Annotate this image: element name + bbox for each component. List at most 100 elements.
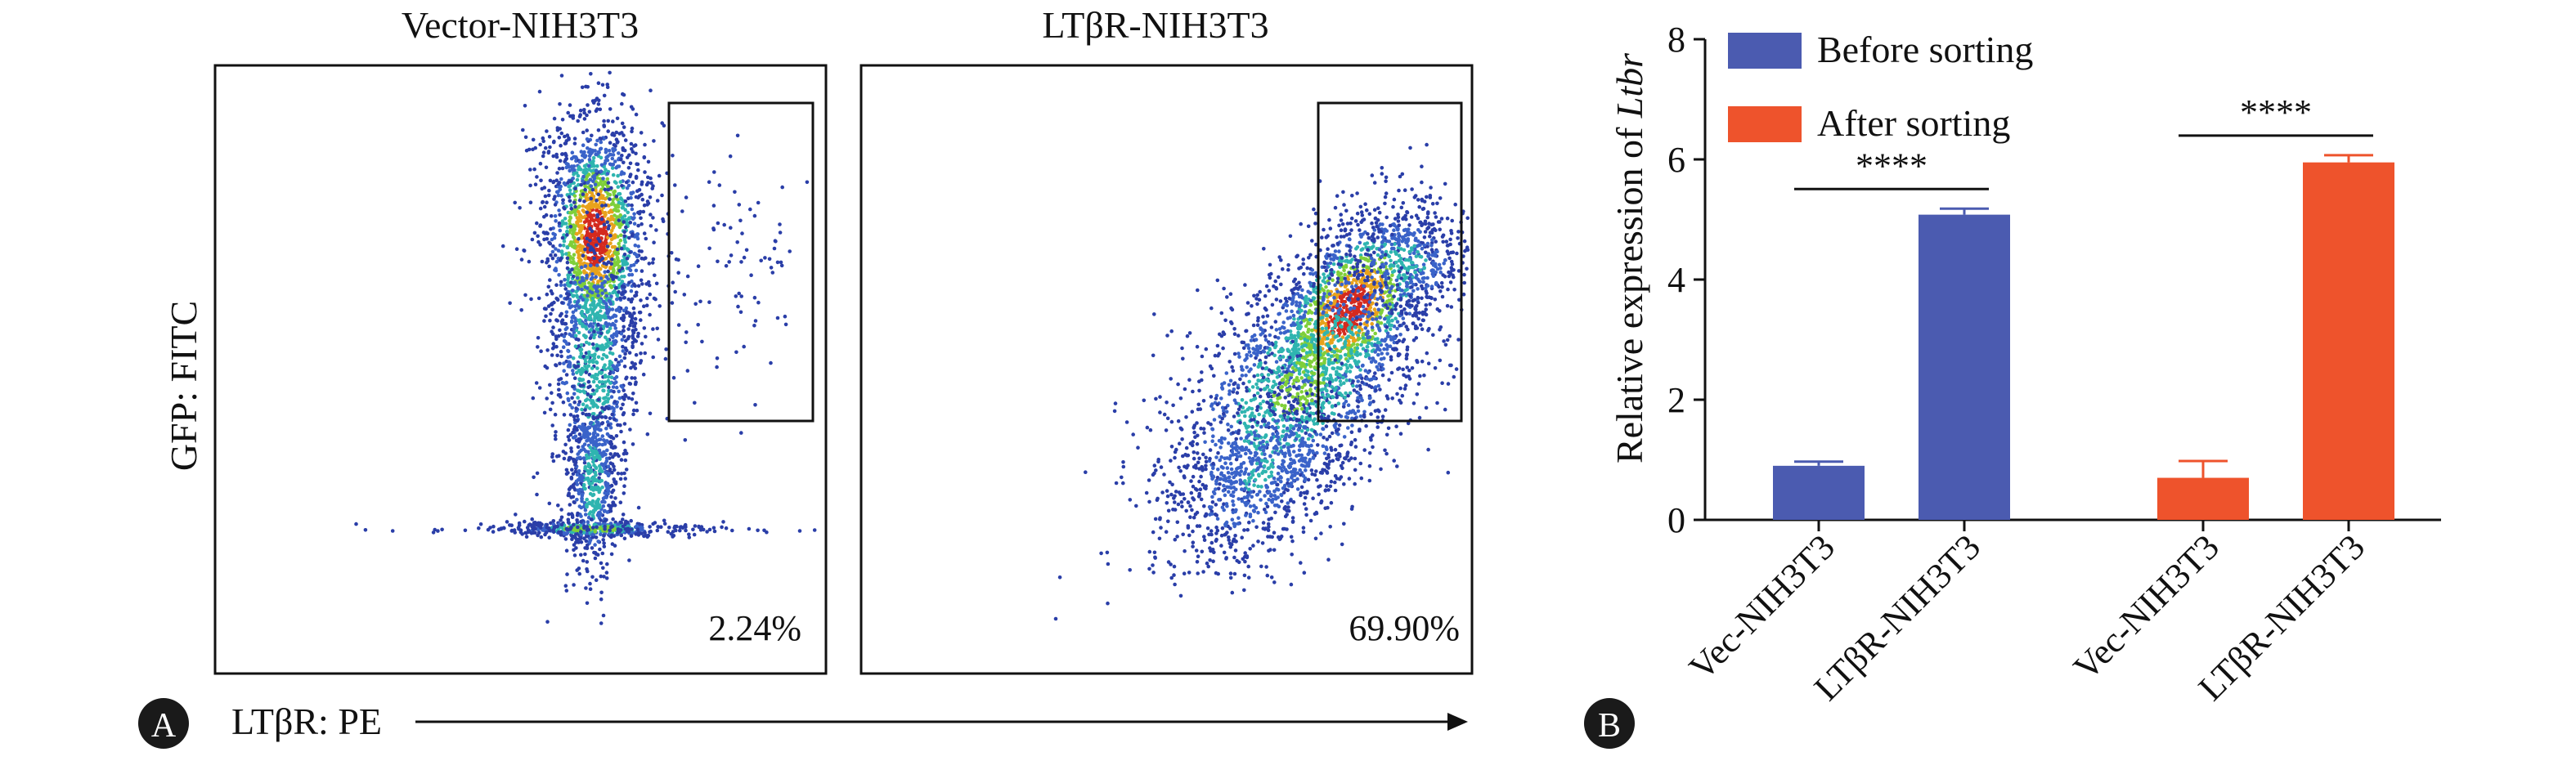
scatter-dot	[600, 499, 604, 504]
scatter-dot	[797, 529, 802, 533]
scatter-dot	[573, 434, 578, 439]
scatter-dot	[1359, 210, 1364, 214]
scatter-dot	[572, 459, 577, 463]
scatter-dot	[565, 233, 569, 237]
scatter-dot	[540, 522, 544, 526]
scatter-dot	[577, 159, 582, 164]
scatter-dot	[536, 336, 541, 340]
scatter-dot	[550, 401, 554, 405]
scatter-dot	[1358, 228, 1362, 232]
scatter-dot	[602, 544, 607, 548]
scatter-dot	[539, 535, 544, 539]
scatter-dot	[656, 338, 661, 342]
scatter-dot	[605, 177, 610, 181]
scatter-dot	[812, 528, 817, 532]
scatter-dot	[568, 283, 572, 288]
scatter-dot	[569, 320, 574, 325]
scatter-dot	[653, 273, 657, 278]
scatter-dot	[599, 621, 604, 625]
scatter-dot	[477, 526, 481, 530]
scatter-dot	[582, 199, 586, 204]
scatter-dot	[553, 433, 558, 438]
scatter-dot	[1343, 293, 1347, 297]
scatter-dot	[581, 445, 585, 449]
scatter-dot	[478, 522, 483, 526]
scatter-dot	[572, 141, 577, 145]
scatter-dot	[623, 208, 627, 212]
scatter-dot	[573, 469, 578, 474]
scatter-dot	[1383, 195, 1388, 199]
scatter-dot	[608, 347, 613, 351]
scatter-dot	[584, 413, 589, 417]
scatter-dot	[1273, 334, 1277, 339]
scatter-dot	[602, 325, 606, 329]
scatter-dot	[570, 396, 574, 401]
scatter-dot	[628, 221, 633, 225]
scatter-dot	[1304, 324, 1308, 329]
scatter-dot	[581, 482, 586, 487]
scatter-dot	[711, 226, 716, 231]
scatter-dot	[753, 403, 757, 407]
scatter-dot	[599, 273, 603, 278]
scatter-dot	[1428, 231, 1433, 235]
scatter-dot	[1405, 210, 1410, 215]
scatter-dot	[613, 503, 617, 508]
scatter-dot	[607, 486, 611, 490]
scatter-dot	[612, 269, 616, 273]
scatter-dot	[1301, 403, 1306, 407]
scatter-dot	[644, 303, 649, 308]
scatter-dot	[756, 300, 761, 305]
scatter-dot	[1429, 186, 1433, 190]
scatter-dot	[619, 157, 623, 162]
scatter-dot	[559, 533, 563, 537]
scatter-dot	[599, 331, 604, 336]
scatter-dot	[626, 297, 631, 302]
scatter-dot	[600, 83, 605, 87]
scatter-dot	[618, 180, 623, 184]
scatter-dot	[683, 438, 688, 442]
scatter-dot	[599, 415, 604, 419]
scatter-dot	[575, 370, 579, 375]
scatter-dot	[626, 337, 631, 341]
scatter-dot	[572, 168, 577, 172]
scatter-dot	[591, 346, 596, 350]
scatter-dot	[590, 308, 595, 313]
scatter-dot	[549, 253, 553, 257]
scatter-dot	[572, 235, 576, 239]
scatter-dot	[560, 118, 565, 122]
scatter-dot	[696, 264, 701, 269]
scatter-dot	[572, 428, 577, 432]
scatter-dot	[543, 145, 548, 150]
scatter-dot	[617, 362, 622, 367]
scatter-dot	[620, 121, 625, 126]
scatter-dot	[1295, 300, 1299, 305]
scatter-dot	[577, 198, 582, 203]
scatter-dot	[1287, 296, 1292, 301]
scatter-dot	[562, 334, 567, 338]
scatter-dot	[608, 197, 612, 201]
scatter-dot	[1402, 273, 1406, 277]
scatter-dot	[603, 187, 608, 192]
scatter-dot	[640, 531, 644, 535]
scatter-dot	[1313, 211, 1318, 216]
scatter-dot	[613, 357, 618, 362]
scatter-dot	[623, 522, 627, 526]
scatter-dot	[531, 396, 536, 401]
scatter-dot	[624, 225, 628, 230]
scatter-dot	[1304, 317, 1308, 322]
scatter-dot	[596, 497, 600, 502]
scatter-dot	[1440, 294, 1445, 299]
scatter-dot	[581, 324, 585, 329]
scatter-dot	[597, 487, 602, 491]
scatter-dot	[569, 495, 573, 499]
scatter-dot	[737, 291, 741, 296]
scatter-dot	[586, 103, 590, 107]
scatter-dot	[564, 468, 569, 472]
scatter-dot	[613, 381, 617, 386]
scatter-dot	[599, 467, 603, 471]
scatter-dot	[1407, 311, 1412, 316]
scatter-dot	[728, 154, 733, 159]
scatter-dot	[559, 177, 563, 181]
scatter-dot	[1380, 277, 1384, 282]
scatter-dot	[1389, 355, 1393, 360]
